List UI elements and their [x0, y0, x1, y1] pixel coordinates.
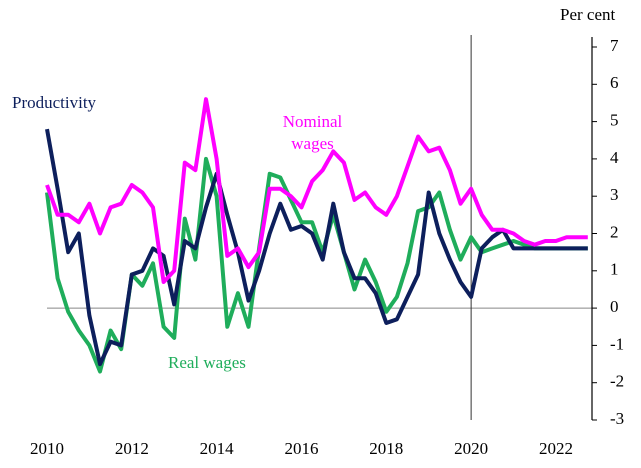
y-tick-label: -3 — [610, 409, 624, 428]
series-line — [45, 97, 588, 284]
y-tick-label: 5 — [610, 111, 619, 130]
series-label: Productivity — [12, 93, 97, 112]
x-tick-label: 2016 — [284, 439, 318, 458]
y-tick-label: 1 — [610, 260, 619, 279]
y-tick-label: 2 — [610, 222, 619, 241]
y-tick-label: -1 — [610, 334, 624, 353]
x-tick-label: 2010 — [30, 439, 64, 458]
y-tick-label: 4 — [610, 148, 619, 167]
series-line — [45, 156, 588, 374]
x-tick-label: 2018 — [369, 439, 403, 458]
y-tick-label: -2 — [610, 372, 624, 391]
x-tick-label: 2022 — [539, 439, 573, 458]
x-tick-label: 2020 — [454, 439, 488, 458]
y-tick-label: 6 — [610, 73, 619, 92]
series-label: Real wages — [168, 353, 246, 372]
x-tick-label: 2012 — [115, 439, 149, 458]
series-label: Nominal wages — [282, 112, 343, 153]
series-line — [45, 128, 588, 367]
x-tick-label: 2014 — [200, 439, 235, 458]
y-tick-label: 0 — [610, 297, 619, 316]
y-tick-label: 7 — [610, 36, 619, 55]
y-axis-label: Per cent — [560, 5, 616, 24]
y-tick-label: 3 — [610, 185, 619, 204]
